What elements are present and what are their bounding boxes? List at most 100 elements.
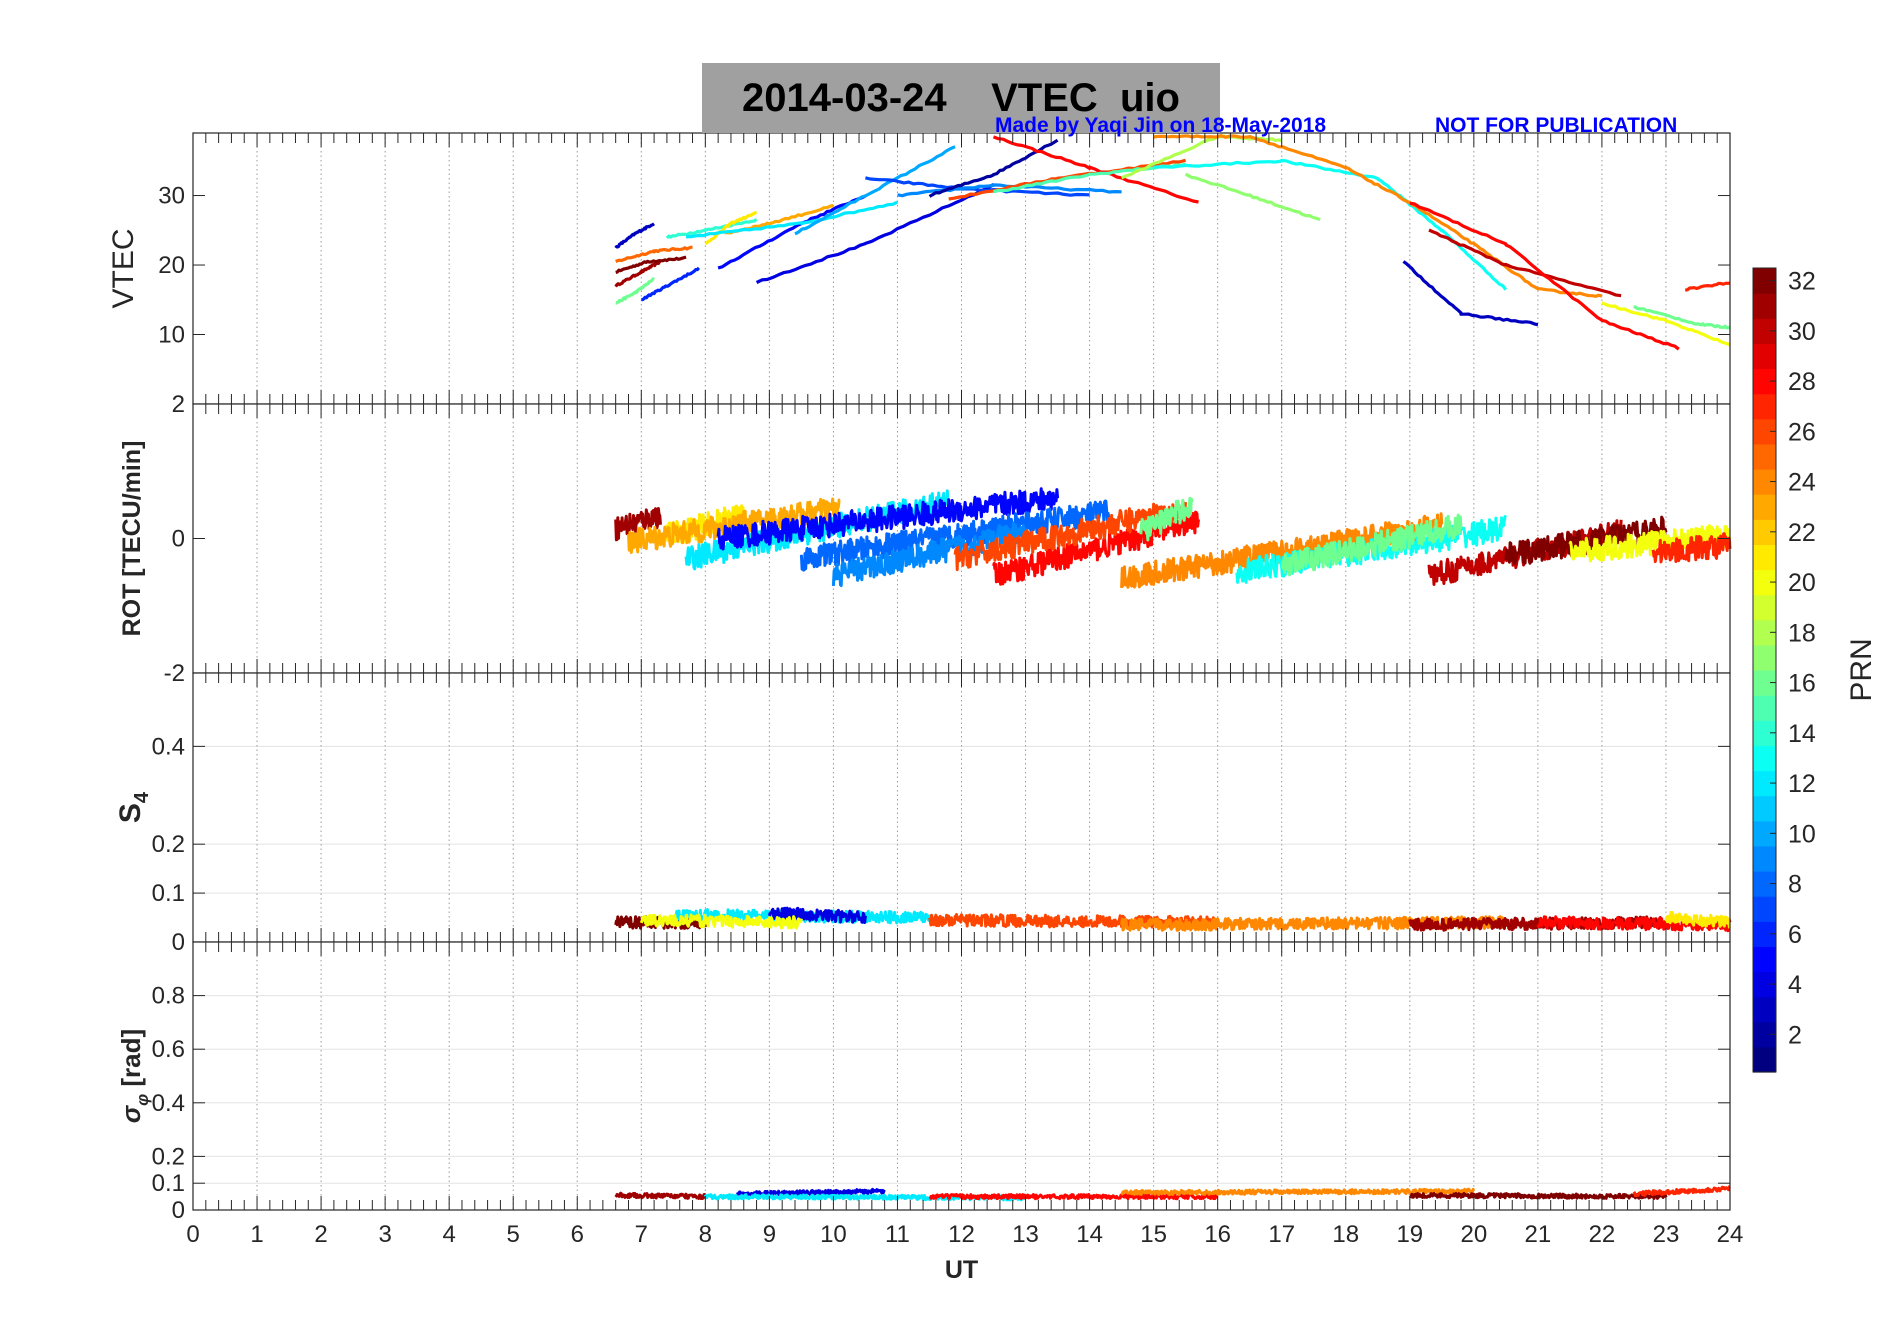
- x-tick-label: 20: [1460, 1221, 1487, 1248]
- series-prn-6: [640, 266, 701, 302]
- series-prn-28: [928, 1193, 1219, 1201]
- series-prn-31: [614, 1191, 707, 1200]
- panel-rot: -2 0 2 ROT [TECU/min]: [118, 391, 1732, 687]
- colorbar-segment: [1753, 845, 1776, 872]
- colorbar-tick-label: 32: [1788, 268, 1816, 296]
- colorbar-segment: [1753, 896, 1776, 922]
- x-tick-label: 6: [571, 1221, 584, 1248]
- colorbar-segment: [1753, 619, 1776, 646]
- series-prn-28: [1536, 915, 1732, 933]
- series-prn-17: [1184, 172, 1321, 222]
- y-tick-label: 0.4: [152, 1090, 185, 1117]
- colorbar-segment: [1753, 1021, 1776, 1048]
- x-tick-label: 17: [1268, 1221, 1295, 1248]
- series-prn-27: [1684, 281, 1731, 292]
- x-tick-label: 8: [699, 1221, 712, 1248]
- series-prn-3: [1402, 260, 1539, 327]
- series-prn-32: [615, 255, 687, 274]
- x-tick-label: 7: [635, 1221, 648, 1248]
- series-prn-21: [704, 210, 757, 246]
- y-tick-label: 30: [158, 183, 185, 210]
- colorbar-segment: [1753, 695, 1776, 721]
- series-prn-5: [716, 487, 1060, 551]
- series-prn-20: [1568, 524, 1732, 563]
- series-prn-27: [1651, 532, 1732, 564]
- series-prn-31: [614, 259, 662, 288]
- colorbar-frame: [1752, 267, 1777, 1073]
- x-tick-label: 3: [378, 1221, 391, 1248]
- y-tick-label: 0.6: [152, 1036, 185, 1063]
- series-prn-4: [767, 906, 867, 924]
- chart-title: 2014-03-24 VTEC uio: [702, 76, 1220, 121]
- y-tick-label: 0: [172, 929, 185, 956]
- title-box: [702, 63, 1220, 133]
- series-prn-16: [614, 277, 655, 305]
- colorbar-tick-label: 16: [1788, 670, 1816, 698]
- series-prn-12: [685, 200, 899, 239]
- colorbar-tick-label: 24: [1788, 469, 1816, 497]
- series-prn-3: [614, 222, 656, 249]
- colorbar-tick-label: 22: [1788, 519, 1816, 547]
- x-tick-label: 5: [507, 1221, 520, 1248]
- colorbar-segment: [1753, 921, 1776, 947]
- y-tick-label: 0: [172, 1197, 185, 1224]
- x-tick-label: 19: [1396, 1221, 1423, 1248]
- colorbar-segment: [1753, 971, 1776, 998]
- colorbar-label: PRN: [1845, 638, 1878, 701]
- colorbar-tick-label: 12: [1788, 770, 1816, 798]
- series-prn-28: [992, 135, 1199, 204]
- x-tick-label: 15: [1140, 1221, 1167, 1248]
- series-prn-15: [993, 162, 1186, 194]
- colorbar-segment: [1753, 644, 1776, 671]
- colorbar-segment: [1753, 1046, 1776, 1073]
- plot-area: [193, 673, 1730, 942]
- colorbar-tick-label: 28: [1788, 368, 1816, 396]
- colorbar-segment: [1753, 318, 1776, 344]
- series-prn-9: [897, 183, 1122, 198]
- series-prn-13: [1153, 158, 1508, 291]
- series-prn-16: [1139, 496, 1194, 542]
- x-tick-label: 11: [885, 1221, 910, 1248]
- y-tick-label: 2: [172, 391, 185, 418]
- x-tick-label: 18: [1332, 1221, 1359, 1248]
- x-tick-label: 12: [948, 1221, 975, 1248]
- y-tick-label: 0.8: [152, 983, 185, 1010]
- x-tick-label: 21: [1525, 1221, 1552, 1248]
- x-tick-label: 9: [763, 1221, 776, 1248]
- colorbar-tick-label: 6: [1788, 921, 1802, 949]
- colorbar-segment: [1753, 519, 1776, 545]
- colorbar-segment: [1753, 820, 1776, 847]
- x-tick-label: 2: [314, 1221, 327, 1248]
- colorbar-segment: [1753, 393, 1776, 420]
- colorbar-segment: [1753, 268, 1776, 294]
- colorbar-tick-label: 10: [1788, 820, 1816, 848]
- series-prn-9: [831, 521, 1027, 587]
- plot-area: [193, 942, 1730, 1210]
- x-tick-label: 10: [820, 1221, 847, 1248]
- y-tick-label: 0.1: [152, 880, 185, 907]
- colorbar-tick-label: 18: [1788, 619, 1816, 647]
- colorbar-segment: [1753, 594, 1776, 621]
- x-tick-label: 14: [1076, 1221, 1103, 1248]
- colorbar-tick-label: 4: [1788, 971, 1802, 999]
- colorbar-segment: [1753, 343, 1776, 370]
- colorbar-segment: [1753, 871, 1776, 897]
- x-tick-label: 0: [186, 1221, 199, 1248]
- colorbar-tick-label: 2: [1788, 1021, 1802, 1049]
- y-tick-label: -2: [164, 660, 185, 687]
- series-prn-27: [1632, 1185, 1731, 1198]
- credit-author: Made by Yaqi Jin on 18-May-2018: [995, 114, 1327, 137]
- credit-notice: NOT FOR PUBLICATION: [1435, 114, 1678, 137]
- colorbar-segment: [1753, 544, 1776, 571]
- series-prn-20: [1601, 301, 1731, 347]
- x-tick-label: 1: [250, 1221, 263, 1248]
- x-tick-label: 16: [1204, 1221, 1231, 1248]
- y-tick-label: 20: [158, 252, 185, 279]
- y-axis-label: S4: [114, 791, 153, 823]
- colorbar-segment: [1753, 670, 1776, 696]
- panel-sigma_phi: 00.10.20.40.60.80 1 2 3 4 5 6 7 8 9 10 11 12 13 14 15 16…: [116, 941, 1743, 1284]
- series-prn-26: [928, 913, 1220, 930]
- x-tick-label: 23: [1653, 1221, 1680, 1248]
- colorbar-tick-label: 30: [1788, 318, 1816, 346]
